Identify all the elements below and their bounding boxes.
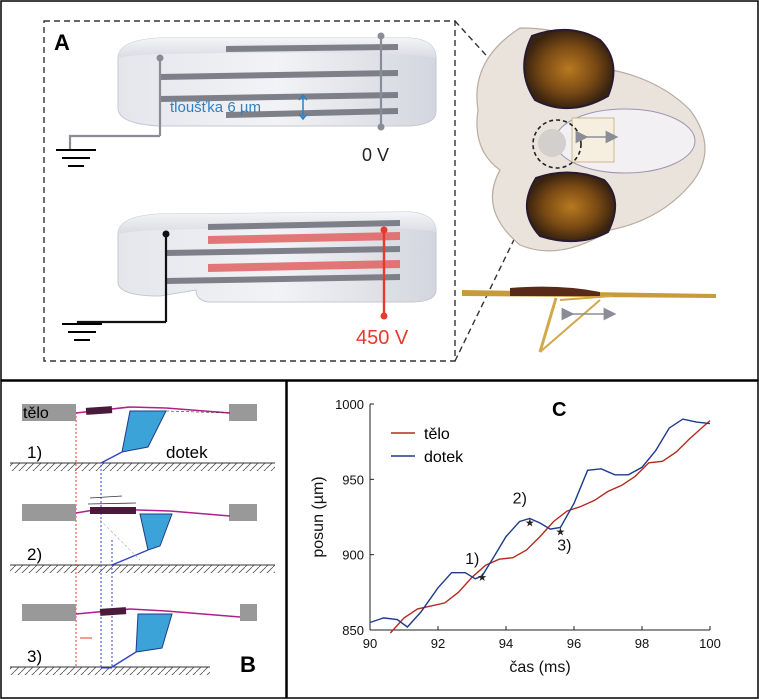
annotation-marker: ★ [555,527,565,539]
step-1-label: 1) [27,443,42,462]
plot-frame [369,404,710,631]
x-ticks: 90 92 94 96 98 100 [363,626,721,651]
step-1-diagram [22,404,257,464]
panel-c-label: C [552,399,566,421]
y-tick-label: 900 [342,548,364,563]
actuator-on [62,211,437,341]
chart-legend: tělo dotek [391,426,464,466]
panel-b-label: B [240,652,256,677]
body-block-left [22,404,76,421]
contact-label: dotek [166,443,208,462]
y-ticks: 850 900 950 1000 [335,397,374,638]
x-tick-label: 90 [363,636,377,651]
step-3-label: 3) [27,647,42,666]
chart-annotations: ★1)★2)★3) [465,491,571,584]
body-label: tělo [23,405,49,422]
step-2-label: 2) [27,545,42,564]
annotation-label: 2) [513,491,527,508]
zoom-line-bottom [454,179,544,362]
ground-lines [10,462,275,675]
panel-c-border [286,380,759,699]
zoom-box [43,20,456,362]
y-axis-label: posun (µm) [310,476,327,557]
y-tick-label: 1000 [335,397,364,412]
legend-label-body: tělo [424,426,450,443]
x-tick-label: 98 [635,636,649,651]
x-tick-label: 96 [567,636,581,651]
step-2-diagram [22,495,257,566]
annotation-label: 1) [465,551,479,568]
voltage-off-label: 0 V [362,145,389,165]
thickness-label: tloušťka 6 µm [170,99,261,116]
y-tick-label: 950 [342,472,364,487]
actuator-off [56,32,437,167]
x-tick-label: 100 [699,636,721,651]
panel-a-label: A [54,30,70,55]
body-block-right [229,404,257,421]
panel-a: A tloušťka 6 µm 0 V [0,0,759,381]
robot-photo-side [462,286,716,353]
panel-b: tělo dotek 1) 2) 3) B [0,380,287,699]
x-axis-label: čas (ms) [509,659,570,676]
legend-label-contact: dotek [424,449,464,466]
x-tick-label: 94 [499,636,513,651]
annotation-label: 3) [557,538,571,555]
voltage-on-label: 450 V [356,327,409,349]
series-line-body [389,420,711,634]
step-3-diagram [22,604,257,669]
annotation-marker: ★ [525,518,535,530]
series-line-contact [369,418,711,628]
x-tick-label: 92 [431,636,445,651]
y-tick-label: 850 [342,623,364,638]
annotation-marker: ★ [477,572,487,584]
robot-photo-top [476,27,706,252]
